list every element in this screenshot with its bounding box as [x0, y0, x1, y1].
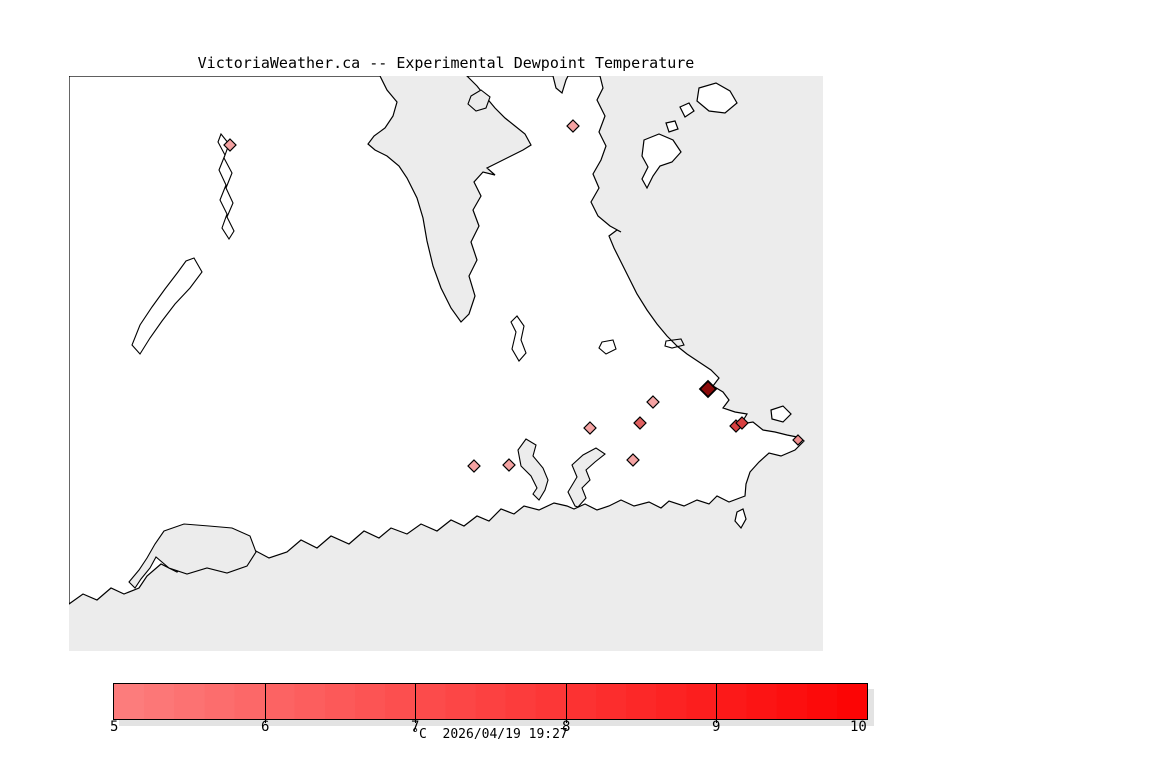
sooke-basin — [128, 523, 257, 589]
esquimalt-harbour — [517, 438, 549, 501]
station-marker-diamond-icon[interactable] — [223, 138, 237, 152]
colorbar-tick-labels: 5 6 7 8 9 10 — [0, 719, 1152, 735]
station-marker-diamond-icon[interactable] — [633, 416, 647, 430]
colorbar-caption: °C 2026/04/19 19:27 — [411, 727, 568, 742]
station-marker-primary-diamond-icon[interactable] — [698, 379, 718, 399]
inlets-and-harbours — [128, 89, 606, 589]
station-marker-diamond-icon[interactable] — [626, 453, 640, 467]
colorbar-tick-9 — [716, 684, 718, 723]
colorbar-label-10: 10 — [850, 719, 867, 735]
colorbar-tick-8 — [565, 684, 567, 723]
dewpoint-map — [69, 76, 823, 651]
victoria-harbour-gorge — [567, 447, 606, 508]
colorbar-label-8: 8 — [562, 719, 571, 735]
page-title: VictoriaWeather.ca -- Experimental Dewpo… — [197, 54, 695, 72]
station-markers-layer — [223, 119, 804, 473]
colorbar-label-7: 7 — [411, 719, 420, 735]
station-marker-diamond-icon[interactable] — [583, 421, 597, 435]
colorbar — [113, 683, 868, 723]
saanich-inlet-bay — [467, 89, 491, 112]
colorbar-label-6: 6 — [261, 719, 270, 735]
station-marker-diamond-icon[interactable] — [467, 459, 481, 473]
station-marker-diamond-icon[interactable] — [792, 434, 804, 446]
station-marker-diamond-icon[interactable] — [735, 416, 749, 430]
station-marker-diamond-icon[interactable] — [566, 119, 580, 133]
lake-reservoir — [131, 257, 203, 355]
lakes — [131, 132, 685, 362]
station-marker-diamond-icon[interactable] — [502, 458, 516, 472]
lake-elk — [510, 315, 527, 362]
pond-a — [598, 339, 617, 355]
lake-sooke — [217, 132, 235, 241]
colorbar-tick-6 — [264, 684, 266, 723]
colorbar-label-9: 9 — [712, 719, 721, 735]
colorbar-label-5: 5 — [110, 719, 119, 735]
pond-b — [664, 338, 685, 349]
station-marker-diamond-icon[interactable] — [646, 395, 660, 409]
colorbar-tick-7 — [415, 684, 417, 723]
